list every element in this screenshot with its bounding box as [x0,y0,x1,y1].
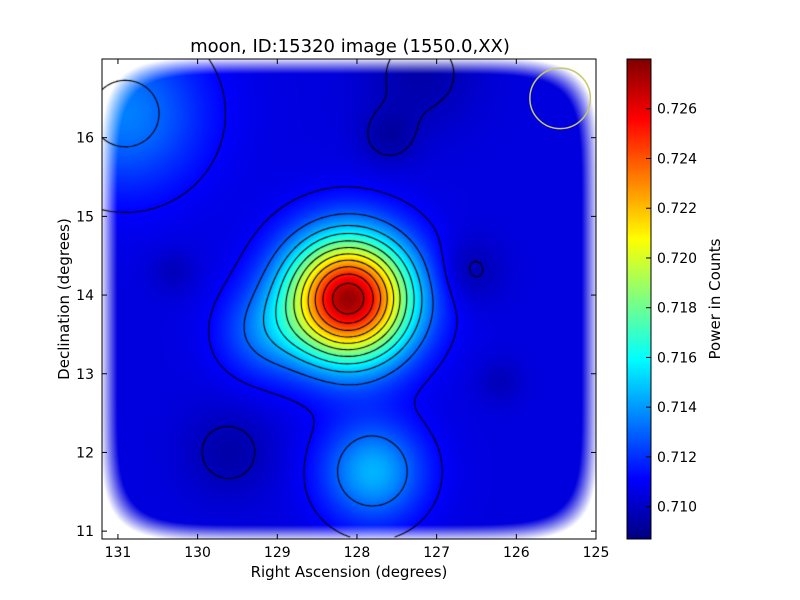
colorbar-ticks: 0.710 0.712 0.714 0.716 0.718 0.720 0.722 0.724… [646,102,697,516]
x-tick-label: 127 [423,545,450,561]
x-tick-label: 126 [503,545,530,561]
x-tick-label: 129 [264,545,291,561]
colorbar-tick-label: 0.724 [657,151,697,167]
y-axis-label: Declination (degrees) [55,218,73,380]
colorbar-tick-label: 0.712 [657,450,697,466]
colorbar-tick-label: 0.720 [657,251,697,267]
x-tick-label: 131 [105,545,132,561]
y-tick-label: 16 [76,131,94,147]
plot-frame [101,58,597,540]
y-tick-label: 12 [76,445,94,461]
y-tick-label: 14 [76,288,94,304]
chart-title: moon, ID:15320 image (1550.0,XX) [190,36,510,57]
y-tick-label: 11 [76,524,94,540]
beam-circle [529,67,592,130]
colorbar-gradient [627,59,651,539]
y-tick-label: 13 [76,367,94,383]
heatmap-overlay [529,67,592,130]
x-tick-label: 128 [344,545,371,561]
x-tick-label: 125 [583,545,610,561]
x-tick-label: 130 [184,545,211,561]
colorbar-tick-label: 0.726 [657,102,697,118]
colorbar-tick-label: 0.718 [657,301,697,317]
x-axis: 131 130 129 128 127 126 125 [105,59,610,561]
colorbar: 0.710 0.712 0.714 0.716 0.718 0.720 0.722 0.724… [626,58,724,540]
y-axis: 11 12 13 14 15 16 [76,131,596,540]
colorbar-tick-label: 0.710 [657,500,697,516]
colorbar-tick-label: 0.722 [657,201,697,217]
colorbar-frame [626,58,652,540]
colorbar-tick-label: 0.714 [657,400,697,416]
y-tick-label: 15 [76,209,94,225]
colorbar-label: Power in Counts [706,238,724,359]
x-axis-label: Right Ascension (degrees) [251,563,448,581]
colorbar-tick-label: 0.716 [657,350,697,366]
